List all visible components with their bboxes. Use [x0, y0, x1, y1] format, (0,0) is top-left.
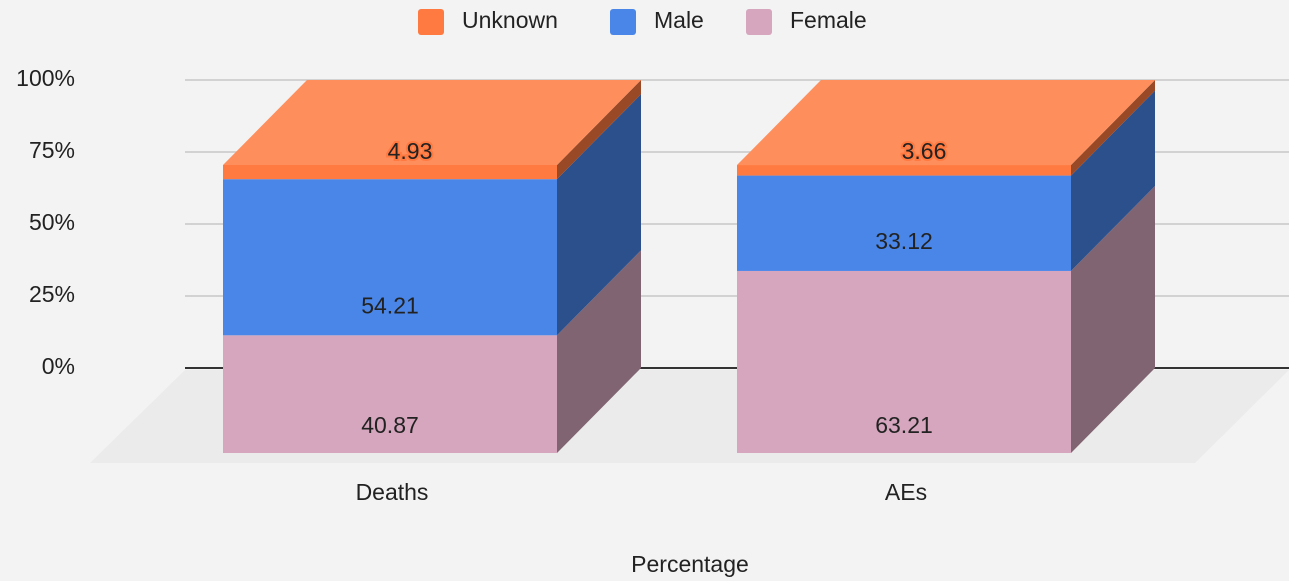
- bar-top: [223, 79, 641, 165]
- legend-swatch: [418, 9, 444, 35]
- data-label: 40.87: [361, 412, 419, 438]
- bar-segment: [737, 175, 1071, 271]
- legend-label: Female: [790, 7, 867, 33]
- bar-side: [557, 79, 641, 180]
- bar-segment: [223, 335, 557, 453]
- x-axis-title: Percentage: [631, 551, 749, 577]
- data-label: 4.93: [388, 138, 433, 164]
- bar-side: [557, 250, 641, 453]
- y-tick-label: 75%: [29, 137, 75, 163]
- bar-side: [557, 94, 641, 336]
- x-tick-label: Deaths: [356, 479, 429, 505]
- y-tick-label: 100%: [16, 65, 75, 91]
- bar-side: [1071, 90, 1155, 271]
- bar-segment: [737, 165, 1071, 176]
- legend-swatch: [610, 9, 636, 35]
- bar-segment: [223, 179, 557, 336]
- bar-side: [1071, 185, 1155, 453]
- legend-label: Unknown: [462, 7, 558, 33]
- data-label: 63.21: [875, 412, 933, 438]
- y-tick-label: 0%: [42, 353, 75, 379]
- y-tick-label: 25%: [29, 281, 75, 307]
- data-label: 33.12: [875, 228, 933, 254]
- legend-label: Male: [654, 7, 704, 33]
- y-tick-label: 50%: [29, 209, 75, 235]
- bar-segment: [737, 270, 1071, 453]
- bar-top: [737, 80, 1155, 166]
- data-label: 54.21: [361, 292, 419, 318]
- legend-swatch: [746, 9, 772, 35]
- bar-side: [1071, 80, 1155, 176]
- data-label: 3.66: [902, 138, 947, 164]
- x-tick-label: AEs: [885, 479, 927, 505]
- bar-segment: [223, 164, 557, 180]
